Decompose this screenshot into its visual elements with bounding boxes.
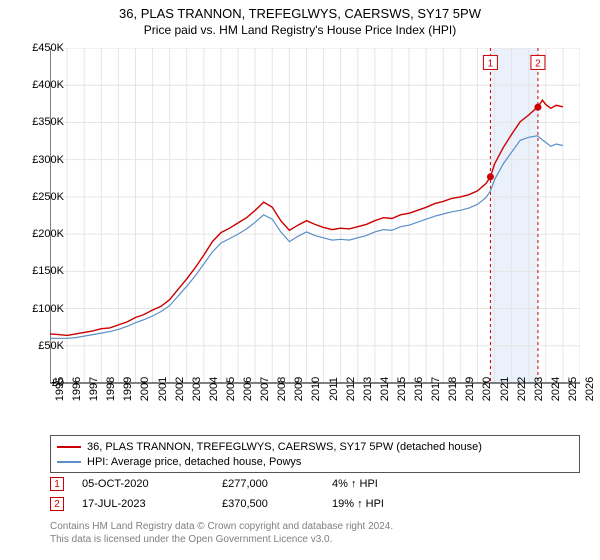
y-tick-label: £50K <box>38 340 64 352</box>
y-tick-label: £100K <box>32 303 64 315</box>
x-tick-label: 2016 <box>413 377 425 401</box>
x-tick-label: 2019 <box>464 377 476 401</box>
y-tick-label: £150K <box>32 265 64 277</box>
y-tick-label: £200K <box>32 228 64 240</box>
x-tick-label: 2009 <box>293 377 305 401</box>
transaction-price-2: £370,500 <box>222 498 332 510</box>
x-tick-label: 2026 <box>584 377 596 401</box>
footer-line-1: Contains HM Land Registry data © Crown c… <box>50 520 393 533</box>
x-tick-label: 2011 <box>328 377 340 401</box>
x-tick-label: 2000 <box>139 377 151 401</box>
chart-container: 36, PLAS TRANNON, TREFEGLWYS, CAERSWS, S… <box>0 0 600 560</box>
x-tick-label: 1998 <box>105 377 117 401</box>
legend-item-1: 36, PLAS TRANNON, TREFEGLWYS, CAERSWS, S… <box>57 439 573 454</box>
x-tick-label: 2023 <box>533 377 545 401</box>
x-tick-label: 2017 <box>430 377 442 401</box>
y-tick-label: £400K <box>32 79 64 91</box>
x-tick-label: 2024 <box>550 377 562 401</box>
footer-line-2: This data is licensed under the Open Gov… <box>50 533 393 546</box>
legend-swatch-2 <box>57 461 81 463</box>
legend-swatch-1 <box>57 446 81 448</box>
x-tick-label: 2003 <box>191 377 203 401</box>
legend-label-2: HPI: Average price, detached house, Powy… <box>87 456 301 468</box>
x-tick-label: 2025 <box>567 377 579 401</box>
transaction-change-2: 19% ↑ HPI <box>332 498 452 510</box>
x-tick-label: 2006 <box>242 377 254 401</box>
chart-title: 36, PLAS TRANNON, TREFEGLWYS, CAERSWS, S… <box>0 0 600 21</box>
chart-subtitle: Price paid vs. HM Land Registry's House … <box>0 21 600 37</box>
transaction-change-1: 4% ↑ HPI <box>332 478 452 490</box>
x-tick-label: 2014 <box>379 377 391 401</box>
legend-label-1: 36, PLAS TRANNON, TREFEGLWYS, CAERSWS, S… <box>87 441 482 453</box>
y-tick-label: £450K <box>32 42 64 54</box>
legend-box: 36, PLAS TRANNON, TREFEGLWYS, CAERSWS, S… <box>50 435 580 473</box>
y-tick-label: £350K <box>32 116 64 128</box>
transaction-date-2: 17-JUL-2023 <box>82 498 222 510</box>
transaction-row-2: 2 17-JUL-2023 £370,500 19% ↑ HPI <box>50 494 580 514</box>
x-tick-label: 2007 <box>259 377 271 401</box>
legend-item-2: HPI: Average price, detached house, Powy… <box>57 454 573 469</box>
transaction-row-1: 1 05-OCT-2020 £277,000 4% ↑ HPI <box>50 474 580 494</box>
x-tick-label: 2021 <box>499 377 511 401</box>
chart-plot-area: 12 <box>50 48 580 423</box>
x-tick-label: 1996 <box>71 377 83 401</box>
x-tick-label: 1999 <box>122 377 134 401</box>
transactions-table: 1 05-OCT-2020 £277,000 4% ↑ HPI 2 17-JUL… <box>50 474 580 514</box>
transaction-price-1: £277,000 <box>222 478 332 490</box>
x-tick-label: 2015 <box>396 377 408 401</box>
x-tick-label: 2001 <box>157 377 169 401</box>
x-tick-label: 2008 <box>276 377 288 401</box>
x-tick-label: 2005 <box>225 377 237 401</box>
x-tick-label: 2004 <box>208 377 220 401</box>
y-tick-label: £250K <box>32 191 64 203</box>
x-tick-label: 2002 <box>174 377 186 401</box>
x-tick-label: 2018 <box>447 377 459 401</box>
svg-text:1: 1 <box>488 58 494 69</box>
x-tick-label: 2012 <box>345 377 357 401</box>
y-tick-label: £300K <box>32 154 64 166</box>
transaction-marker-2: 2 <box>50 497 64 511</box>
footer-attribution: Contains HM Land Registry data © Crown c… <box>50 520 393 546</box>
x-tick-label: 2010 <box>310 377 322 401</box>
x-tick-label: 2020 <box>481 377 493 401</box>
chart-svg: 12 <box>50 48 580 423</box>
x-tick-label: 2013 <box>362 377 374 401</box>
x-tick-label: 2022 <box>516 377 528 401</box>
x-tick-label: 1997 <box>88 377 100 401</box>
transaction-marker-1: 1 <box>50 477 64 491</box>
x-tick-label: 1995 <box>54 377 66 401</box>
svg-text:2: 2 <box>535 58 541 69</box>
transaction-date-1: 05-OCT-2020 <box>82 478 222 490</box>
